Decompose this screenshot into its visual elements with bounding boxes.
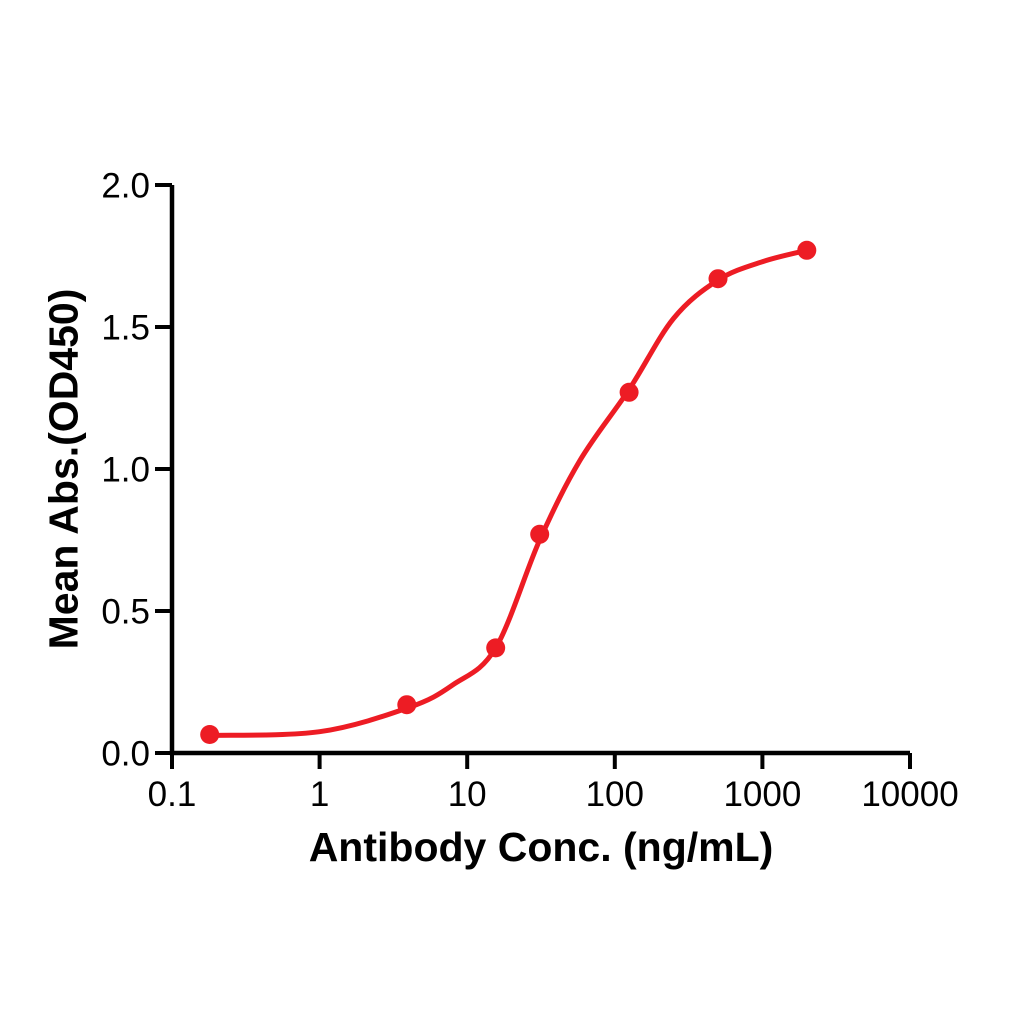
axis-lines [169,185,910,756]
y-axis-title: Mean Abs.(OD450) [40,288,87,650]
data-point [397,695,417,715]
x-axis-tick-label: 10000 [861,775,958,814]
data-point [200,725,220,744]
x-axis-title: Antibody Conc. (ng/mL) [308,824,774,870]
x-axis-tick-label: 1 [310,775,329,814]
data-point [797,240,817,260]
fit-curve [207,247,810,738]
y-axis-tick-label: 1.5 [101,309,150,348]
y-axis-tick-label: 1.0 [101,451,150,490]
x-axis-tick-label: 0.1 [148,775,197,814]
x-axis-tick-label: 10 [448,775,487,814]
x-axis-tick-label: 1000 [723,775,801,814]
data-point [486,638,506,658]
x-axis-tick-label: 100 [586,775,644,814]
y-axis-tick-label: 2.0 [101,167,150,206]
y-axis-tick-label: 0.0 [101,735,150,774]
data-point [619,382,639,402]
y-axis-tick-label: 0.5 [101,593,150,632]
data-point [530,524,550,544]
data-point [708,269,728,289]
